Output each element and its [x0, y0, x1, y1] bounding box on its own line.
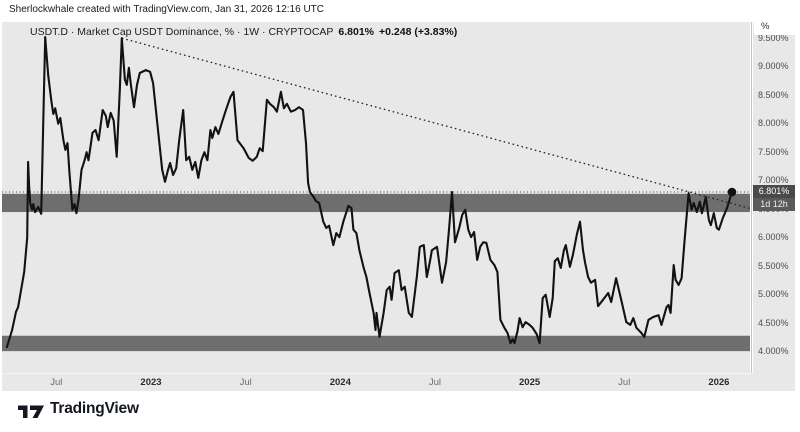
price-label-badge: 6.801% 1d 12h: [753, 185, 795, 212]
footer: TradingView: [0, 391, 800, 432]
price-scale-unit-button[interactable]: %: [754, 18, 797, 35]
time-scale-tick: Jul: [50, 377, 63, 388]
time-scale-separator: [2, 373, 795, 374]
tradingview-logo[interactable]: TradingView: [18, 400, 139, 418]
tradingview-logo-icon: [18, 405, 44, 418]
descending-trendline: [121, 37, 750, 210]
price-scale-tick: 5.000%: [758, 289, 789, 300]
price-scale-separator: [751, 22, 752, 391]
chart-legend: USDT.D · Market Cap USDT Dominance, % · …: [30, 26, 457, 38]
time-scale-tick: Jul: [618, 377, 631, 388]
legend-title: USDT.D · Market Cap USDT Dominance, % · …: [30, 26, 334, 38]
time-scale-tick: 2024: [329, 377, 351, 388]
legend-change: +0.248 (+3.83%): [379, 26, 458, 38]
time-scale-tick: 2023: [140, 377, 162, 388]
time-scale[interactable]: Jul 2023 Jul 2024 Jul 2025 Jul 2026: [2, 374, 795, 391]
upper-resistance-zone-band: [2, 193, 750, 213]
price-scale-tick: 7.500%: [758, 146, 789, 157]
last-price-label: 6.801%: [753, 185, 795, 199]
price-scale-tick: 6.000%: [758, 232, 789, 243]
price-scale-tick: 5.500%: [758, 260, 789, 271]
price-line-series: [5, 36, 734, 349]
attribution-text: Sherlockwhale created with TradingView.c…: [9, 4, 324, 15]
bar-countdown-label: 1d 12h: [753, 198, 795, 212]
time-scale-tick: 2026: [708, 377, 730, 388]
price-scale-tick: 4.500%: [758, 317, 789, 328]
price-scale-tick: 8.000%: [758, 118, 789, 129]
chart-pane[interactable]: USDT.D · Market Cap USDT Dominance, % · …: [2, 22, 750, 373]
price-scale-tick: 4.000%: [758, 346, 789, 357]
time-scale-tick: Jul: [239, 377, 252, 388]
price-scale-tick: 7.000%: [758, 175, 789, 186]
last-price-marker: [727, 187, 737, 197]
price-scale-tick: 9.500%: [758, 32, 789, 43]
price-scale-tick: 9.000%: [758, 61, 789, 72]
time-scale-tick: Jul: [428, 377, 442, 388]
tradingview-logo-text: TradingView: [50, 400, 139, 417]
price-chart: [2, 36, 750, 352]
lower-support-zone-band: [2, 335, 750, 352]
price-scale-tick: 8.500%: [758, 89, 789, 100]
price-scale[interactable]: % 9.500% 9.000% 8.500% 8.000% 7.500% 7.000% 6.…: [753, 18, 797, 391]
legend-last-value: 6.801%: [338, 26, 375, 38]
time-scale-tick: 2025: [519, 377, 541, 388]
